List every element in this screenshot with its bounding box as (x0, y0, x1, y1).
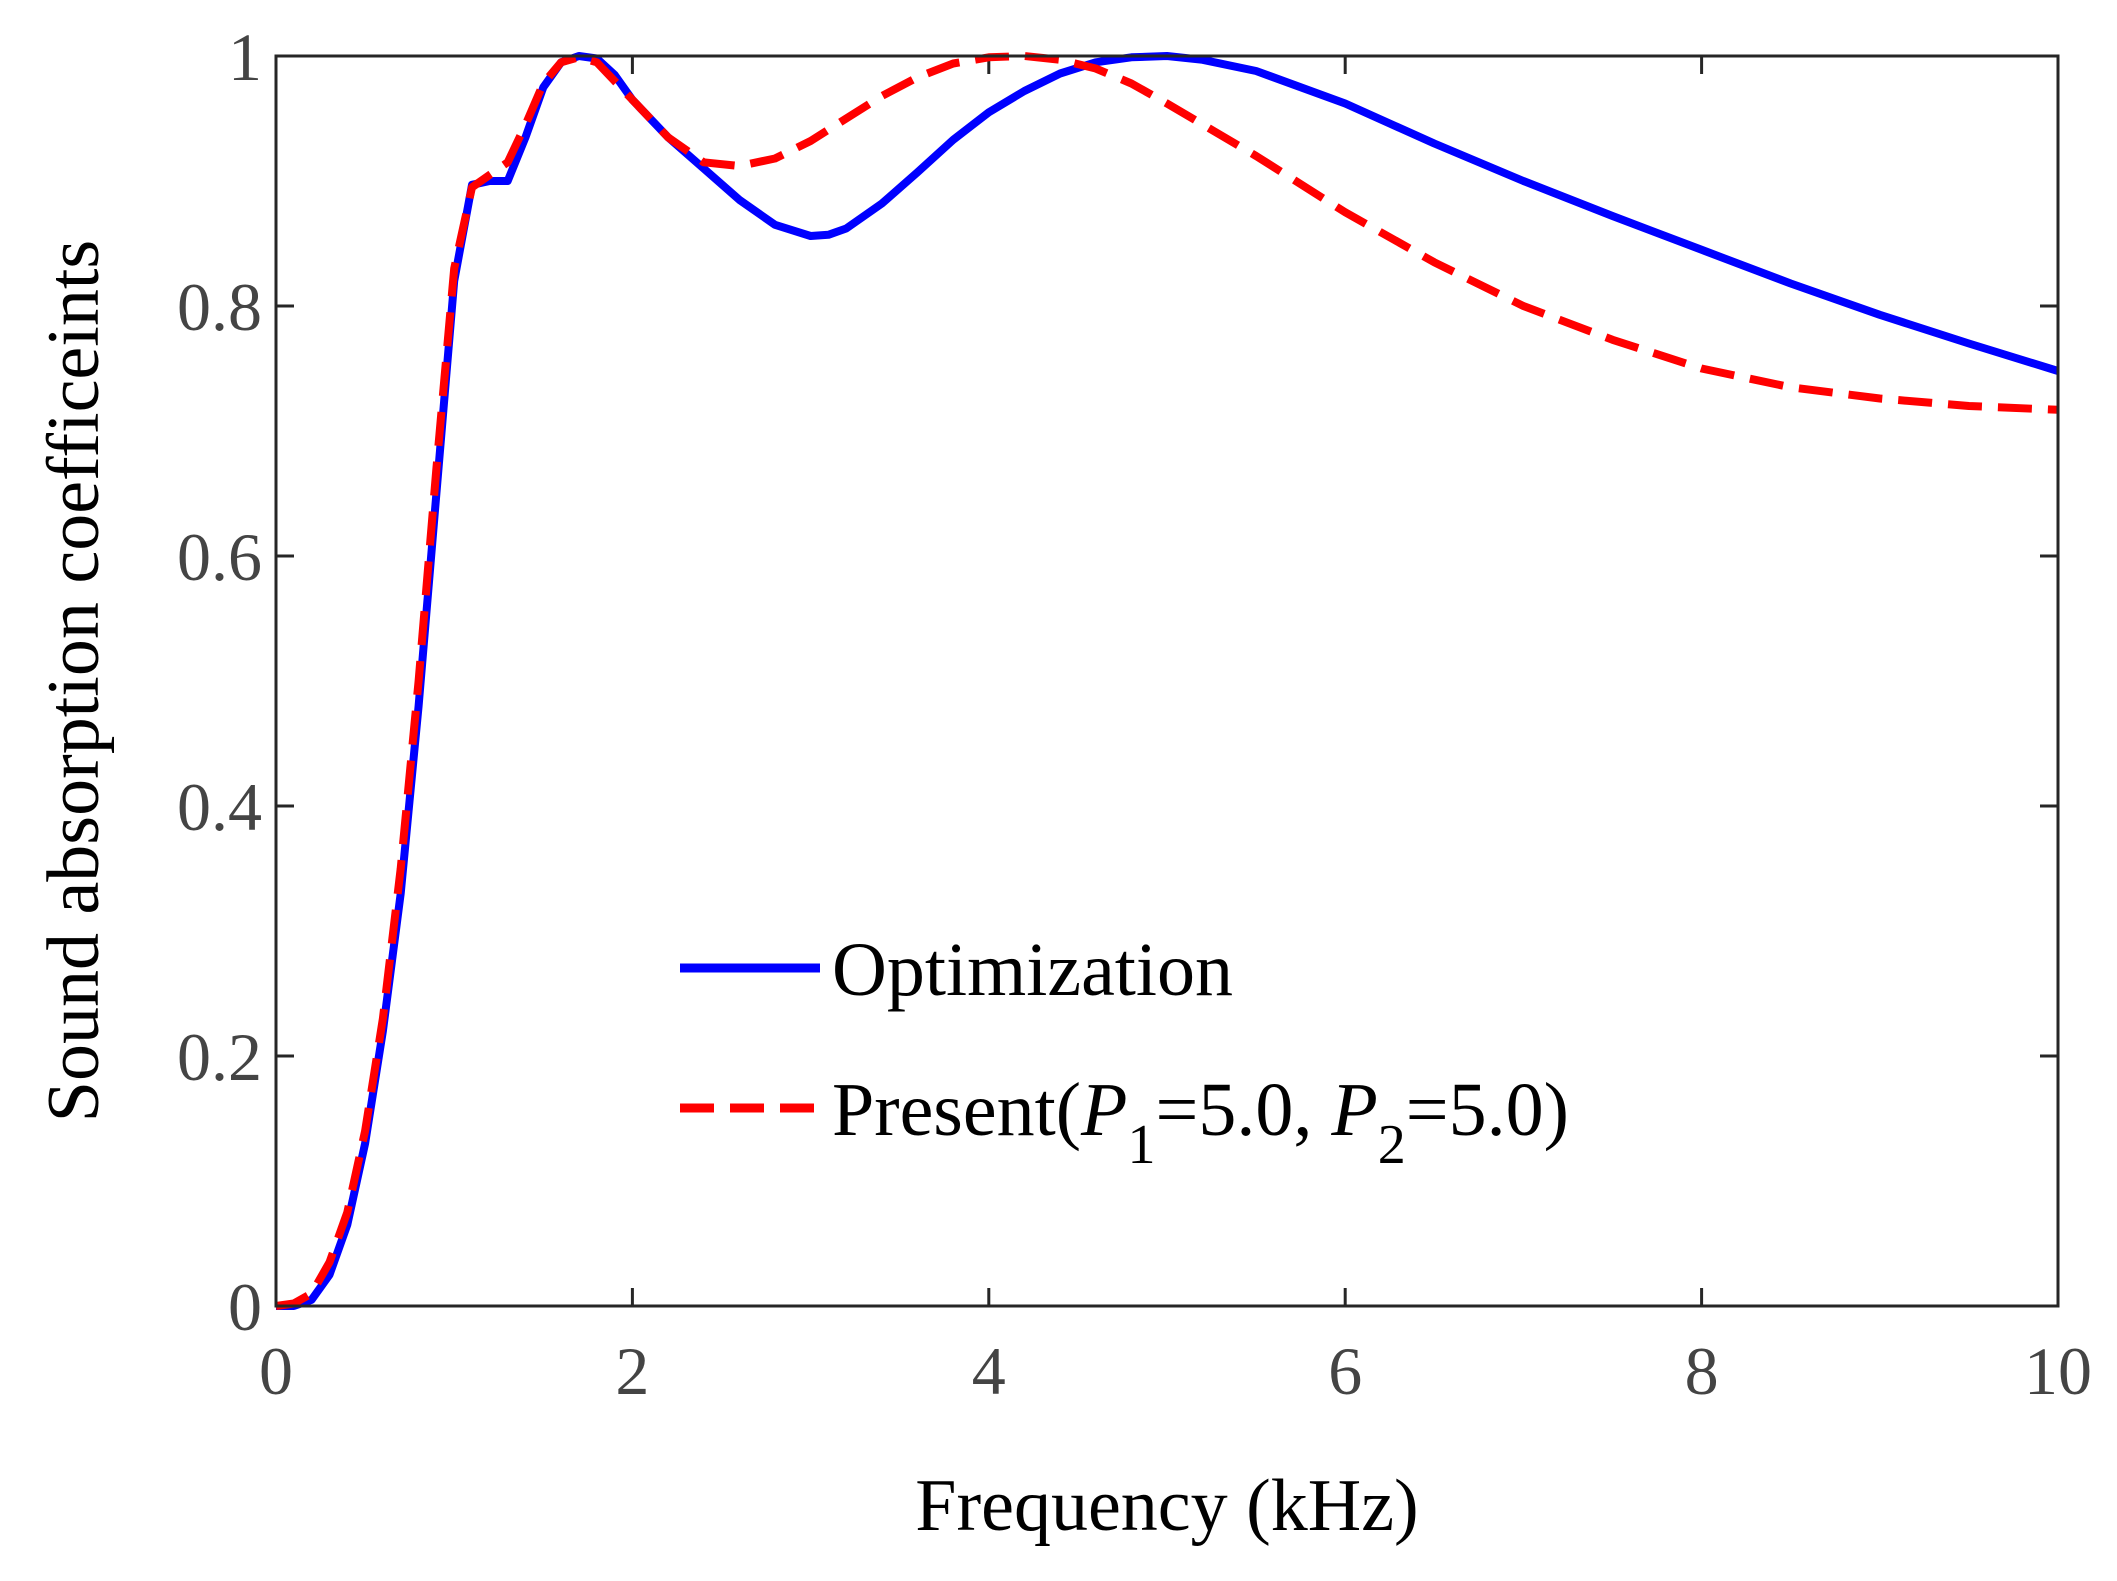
x-tick-label: 8 (1685, 1333, 1719, 1409)
x-tick-label: 2 (615, 1333, 649, 1409)
legend-p1-value: =5.0, (1155, 1068, 1331, 1152)
x-tick-label: 10 (2024, 1333, 2092, 1409)
y-axis-title: Sound absorption coefficeints (33, 240, 115, 1122)
x-axis-title: Frequency (kHz) (915, 1465, 1418, 1547)
legend-p2-value: =5.0) (1406, 1068, 1569, 1152)
x-tick-label: 6 (1328, 1333, 1362, 1409)
legend-p2-subscript: 2 (1378, 1114, 1406, 1176)
y-tick-label: 0.8 (177, 269, 262, 345)
legend-p1-subscript: 1 (1127, 1114, 1155, 1176)
x-tick-label: 4 (972, 1333, 1006, 1409)
x-tick-label: 0 (259, 1333, 293, 1409)
y-tick-label: 0.4 (177, 769, 262, 845)
plot-frame (274, 54, 2060, 1308)
y-tick-label: 0.6 (177, 519, 262, 595)
legend-label-present: Present(P1=5.0, P2=5.0) (832, 1068, 1569, 1176)
x-tick-labels: 0 2 4 6 8 10 (259, 1333, 2092, 1409)
legend-present-prefix: Present( (832, 1068, 1081, 1152)
y-tick-label: 0.2 (177, 1019, 262, 1095)
series-line-present (275, 52, 2059, 1310)
y-tick-label: 0 (228, 1269, 262, 1345)
y-tick-label: 1 (228, 19, 262, 95)
legend-p2-symbol: P (1330, 1068, 1377, 1152)
plot-background (276, 56, 2058, 1306)
series-layer (275, 52, 2060, 1310)
legend-label-optimization: Optimization (832, 928, 1233, 1012)
legend: Optimization Present(P1=5.0, P2=5.0) (680, 928, 1569, 1176)
y-tick-labels: 0 0.2 0.4 0.6 0.8 1 (177, 19, 262, 1345)
legend-p1-symbol: P (1080, 1068, 1127, 1152)
